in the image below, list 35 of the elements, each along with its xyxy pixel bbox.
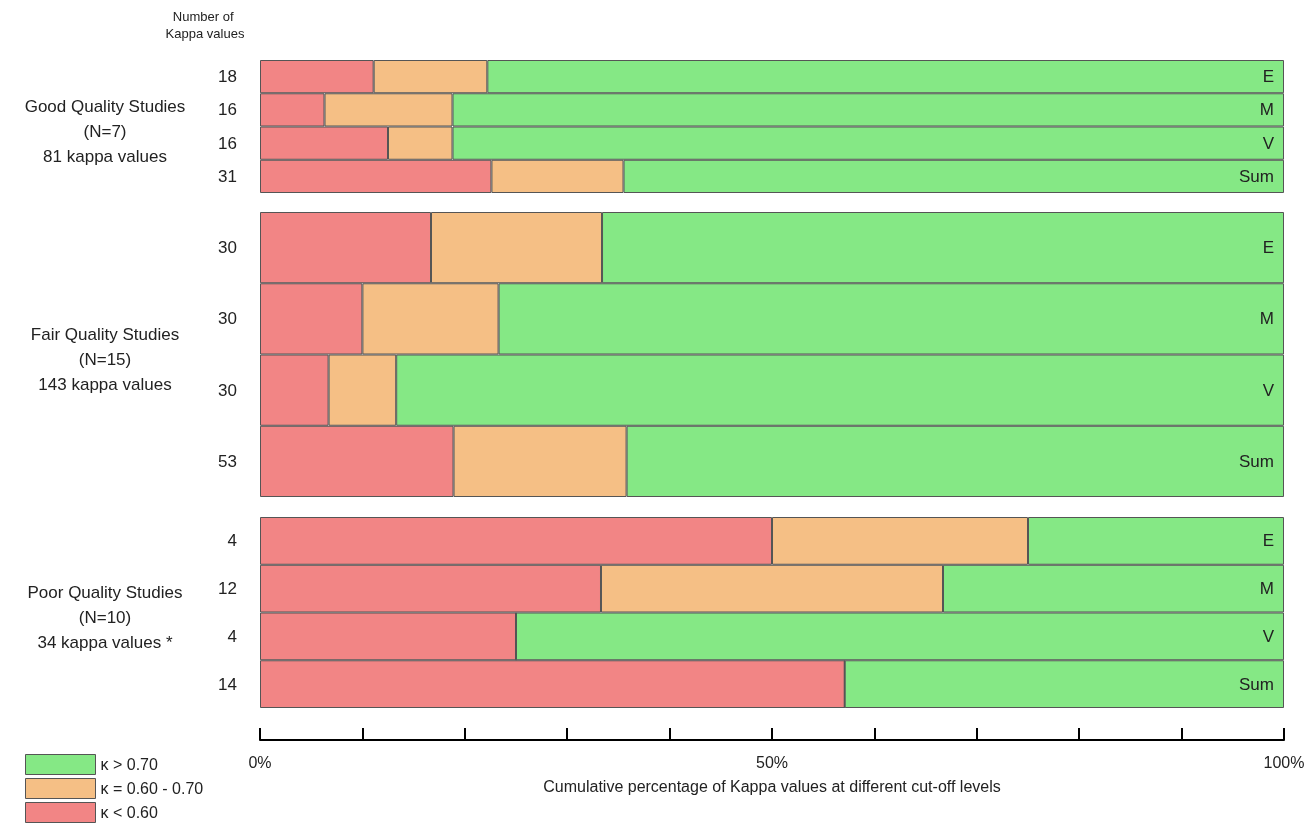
legend-label: κ = 0.60 - 0.70: [100, 780, 204, 797]
y-tick-label: M: [1259, 309, 1274, 329]
text: 30: [218, 309, 237, 329]
y-tick-label: Sum: [1239, 674, 1274, 694]
y-tick-label: V: [1262, 626, 1275, 646]
y-tick-label: V: [1262, 133, 1275, 153]
y-tick-label: Sum: [1239, 166, 1274, 186]
text: 30: [218, 380, 237, 400]
text: 30: [218, 238, 237, 258]
text: 12: [218, 579, 237, 599]
text: 31: [218, 166, 237, 186]
text: Poor Quality Studies (N=10) 34 kappa values *: [27, 583, 183, 652]
x-axis-title: Cumulative percentage of Kappa values at different cut-off levels: [543, 777, 1001, 795]
text: Good Quality Studies (N=7) 81 kappa values: [24, 97, 186, 166]
legend-label: κ > 0.70: [100, 756, 158, 773]
x-tick-label: 0%: [248, 753, 272, 771]
x-tick-label: 100%: [1263, 753, 1305, 771]
text: 4: [227, 531, 237, 551]
y-tick-label: E: [1262, 67, 1274, 87]
y-tick-label: E: [1262, 531, 1274, 551]
x-tick-label: 50%: [755, 753, 789, 771]
y-tick-label: M: [1259, 579, 1274, 599]
y-tick-label: Sum: [1239, 451, 1274, 471]
text: 53: [218, 451, 237, 471]
text: 14: [218, 674, 237, 694]
y-tick-label: V: [1262, 380, 1275, 400]
legend-label: κ < 0.60: [100, 804, 158, 821]
text: 18: [218, 67, 237, 87]
text: 16: [218, 133, 237, 153]
y-axis-title: Number of Kappa values: [165, 9, 245, 41]
y-tick-label: E: [1262, 238, 1274, 258]
text: 16: [218, 100, 237, 120]
text: 4: [227, 626, 237, 646]
text: Fair Quality Studies (N=15) 143 kappa values: [30, 325, 180, 394]
y-tick-label: M: [1259, 100, 1274, 120]
